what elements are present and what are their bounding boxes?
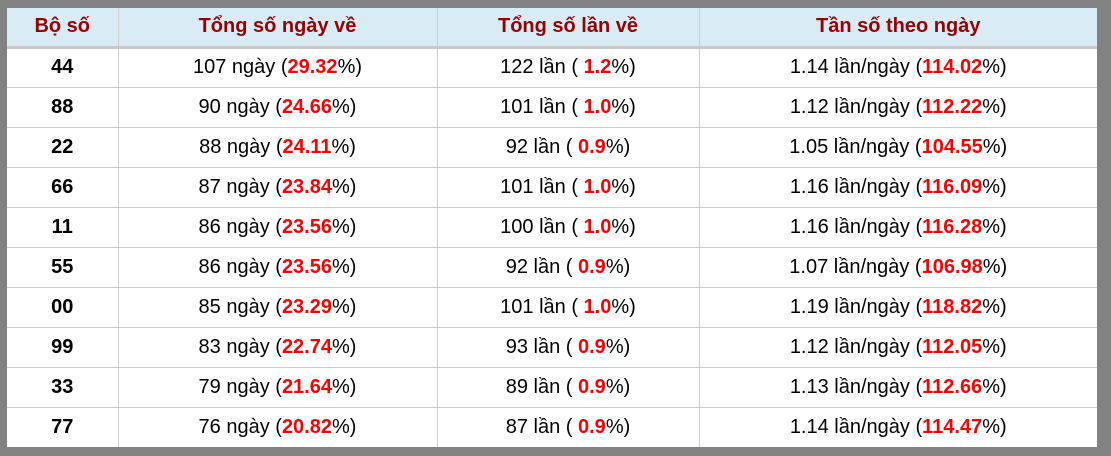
freq-cell: 1.14 lần/ngày (114.47%) (698, 406, 1097, 447)
percent-highlight: 0.9 (578, 335, 606, 358)
table-row: 55 86 ngày (23.56%) 92 lần ( 0.9%) 1.07 … (7, 246, 1097, 287)
days-cell: 88 ngày (24.11%) (117, 126, 437, 167)
percent-highlight: 0.9 (578, 135, 606, 158)
days-cell: 85 ngày (23.29%) (117, 286, 437, 327)
percent-highlight: 112.22 (922, 95, 983, 118)
table-row: 11 86 ngày (23.56%) 100 lần ( 1.0%) 1.16… (7, 206, 1097, 247)
freq-cell: 1.16 lần/ngày (116.09%) (698, 166, 1097, 207)
times-cell: 101 lần ( 1.0%) (436, 286, 699, 327)
percent-highlight: 24.11 (282, 135, 332, 158)
table-row: 77 76 ngày (20.82%) 87 lần ( 0.9%) 1.14 … (7, 406, 1097, 447)
percent-highlight: 112.05 (922, 335, 983, 358)
percent-highlight: 29.32 (287, 56, 338, 78)
table-row: 33 79 ngày (21.64%) 89 lần ( 0.9%) 1.13 … (7, 366, 1097, 407)
col-header-freq: Tần số theo ngày (698, 8, 1097, 49)
percent-highlight: 116.28 (922, 215, 983, 238)
times-cell: 87 lần ( 0.9%) (436, 406, 699, 447)
percent-highlight: 24.66 (281, 95, 332, 118)
table-header: Bộ số Tổng số ngày về Tổng số lần về Tần… (7, 8, 1097, 49)
days-cell: 79 ngày (21.64%) (117, 366, 437, 407)
table-row: 66 87 ngày (23.84%) 101 lần ( 1.0%) 1.16… (7, 166, 1097, 207)
days-cell: 86 ngày (23.56%) (117, 246, 437, 287)
percent-highlight: 20.82 (281, 415, 332, 438)
freq-cell: 1.14 lần/ngày (114.02%) (698, 47, 1097, 87)
percent-highlight: 1.0 (583, 95, 612, 118)
pair-cell: 66 (7, 166, 118, 207)
days-cell: 87 ngày (23.84%) (117, 166, 437, 207)
times-cell: 122 lần ( 1.2%) (436, 47, 699, 87)
percent-highlight: 21.64 (281, 375, 332, 398)
percent-highlight: 106.98 (921, 255, 983, 278)
pair-cell: 44 (51, 56, 74, 78)
freq-cell: 1.16 lần/ngày (116.28%) (698, 206, 1097, 247)
percent-highlight: 23.84 (281, 175, 332, 198)
times-cell: 89 lần ( 0.9%) (436, 366, 699, 407)
percent-highlight: 116.09 (922, 175, 983, 198)
times-cell: 101 lần ( 1.0%) (436, 86, 699, 127)
freq-cell: 1.12 lần/ngày (112.22%) (698, 86, 1097, 127)
percent-highlight: 1.0 (583, 295, 612, 318)
freq-cell: 1.05 lần/ngày (104.55%) (698, 126, 1097, 167)
col-header-times: Tổng số lần về (436, 8, 699, 49)
table-row: 00 85 ngày (23.29%) 101 lần ( 1.0%) 1.19… (7, 286, 1097, 327)
pair-cell: 11 (7, 206, 118, 247)
days-cell: 83 ngày (22.74%) (117, 326, 437, 367)
percent-highlight: 1.0 (583, 175, 612, 198)
times-cell: 92 lần ( 0.9%) (436, 246, 699, 287)
times-cell: 101 lần ( 1.0%) (436, 166, 699, 207)
percent-highlight: 118.82 (922, 295, 983, 318)
table-row: 22 88 ngày (24.11%) 92 lần ( 0.9%) 1.05 … (7, 126, 1097, 167)
freq-cell: 1.13 lần/ngày (112.66%) (698, 366, 1097, 407)
percent-highlight: 23.56 (281, 255, 332, 278)
percent-highlight: 0.9 (578, 415, 606, 438)
pair-cell: 99 (7, 326, 118, 367)
percent-highlight: 0.9 (578, 375, 606, 398)
freq-cell: 1.07 lần/ngày (106.98%) (698, 246, 1097, 287)
percent-highlight: 1.2 (583, 56, 612, 78)
times-cell: 92 lần ( 0.9%) (436, 126, 699, 167)
pair-cell: 00 (7, 286, 118, 327)
percent-highlight: 22.74 (281, 335, 332, 358)
days-cell: 90 ngày (24.66%) (117, 86, 437, 127)
table-body: 44 107 ngày (29.32%) 122 lần ( 1.2%) 1.1… (7, 47, 1097, 447)
percent-highlight: 114.47 (922, 415, 983, 438)
pair-cell: 88 (7, 86, 118, 127)
pair-stats-table: Bộ số Tổng số ngày về Tổng số lần về Tần… (7, 8, 1097, 447)
days-cell: 107 ngày (29.32%) (117, 47, 437, 87)
percent-highlight: 23.56 (281, 215, 332, 238)
header-row: Bộ số Tổng số ngày về Tổng số lần về Tần… (7, 8, 1097, 49)
col-header-days: Tổng số ngày về (117, 8, 437, 49)
pair-cell: 55 (7, 246, 118, 287)
freq-cell: 1.19 lần/ngày (118.82%) (698, 286, 1097, 327)
percent-highlight: 104.55 (921, 135, 983, 158)
percent-highlight: 114.02 (922, 56, 983, 78)
pair-cell: 33 (7, 366, 118, 407)
col-header-pair: Bộ số (7, 8, 118, 49)
percent-highlight: 112.66 (922, 375, 983, 398)
freq-cell: 1.12 lần/ngày (112.05%) (698, 326, 1097, 367)
table-row: 44 107 ngày (29.32%) 122 lần ( 1.2%) 1.1… (7, 47, 1097, 87)
percent-highlight: 1.0 (583, 215, 612, 238)
percent-highlight: 23.29 (281, 295, 332, 318)
days-cell: 86 ngày (23.56%) (117, 206, 437, 247)
pair-cell: 22 (7, 126, 118, 167)
times-cell: 93 lần ( 0.9%) (436, 326, 699, 367)
percent-highlight: 0.9 (578, 255, 606, 278)
days-cell: 76 ngày (20.82%) (117, 406, 437, 447)
pair-cell: 77 (7, 406, 118, 447)
table-row: 99 83 ngày (22.74%) 93 lần ( 0.9%) 1.12 … (7, 326, 1097, 367)
times-cell: 100 lần ( 1.0%) (436, 206, 699, 247)
table-row: 88 90 ngày (24.66%) 101 lần ( 1.0%) 1.12… (7, 86, 1097, 127)
